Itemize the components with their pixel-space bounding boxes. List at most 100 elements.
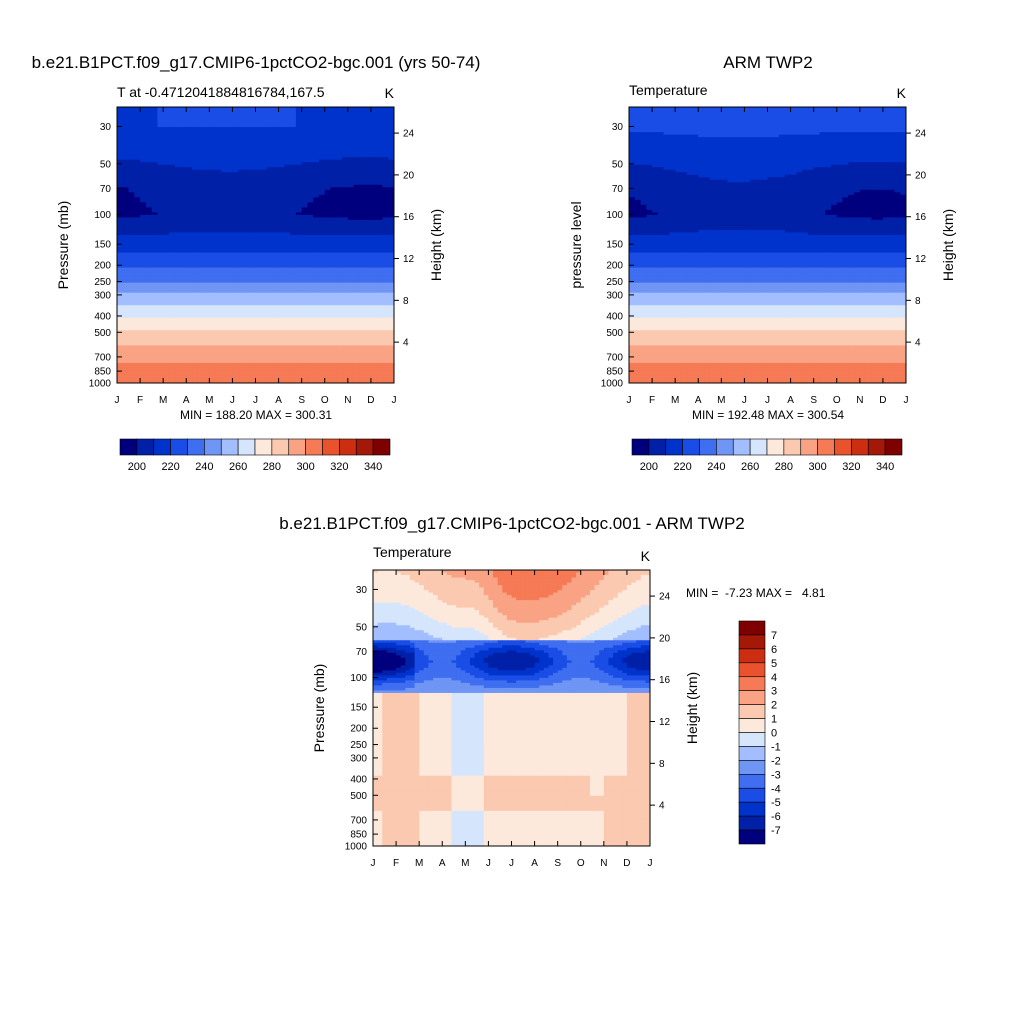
contour-cell: [209, 124, 216, 128]
contour-cell: [215, 300, 222, 304]
contour-cell: [243, 124, 251, 128]
contour-cell: [376, 317, 384, 321]
contour-cell: [238, 282, 245, 286]
contour-cell: [342, 320, 349, 324]
contour-cell: [313, 265, 320, 269]
contour-cell: [122, 362, 130, 367]
contour-cell: [284, 347, 291, 351]
contour-cell: [359, 320, 366, 324]
contour-cell: [186, 312, 193, 316]
contour-cell: [318, 129, 326, 133]
contour-cell: [186, 320, 193, 324]
contour-cell: [117, 194, 124, 198]
contour-cell: [180, 169, 187, 173]
contour-cell: [151, 227, 158, 231]
contour-cell: [249, 119, 257, 123]
contour-cell: [255, 152, 262, 156]
contour-cell: [284, 174, 291, 178]
contour-cell: [284, 285, 291, 289]
contour-cell: [359, 177, 366, 181]
contour-cell: [301, 144, 309, 148]
contour-cell: [186, 355, 193, 359]
contour-cell: [117, 129, 124, 133]
contour-cell: [307, 209, 314, 213]
contour-cell: [192, 217, 199, 221]
contour-cell: [215, 207, 222, 211]
contour-cell: [301, 325, 309, 329]
contour-cell: [226, 347, 234, 351]
contour-cell: [324, 109, 332, 113]
contour-cell: [342, 114, 349, 118]
contour-cell: [318, 179, 326, 183]
contour-cell: [318, 255, 326, 259]
contour-cell: [163, 242, 170, 246]
contour-cell: [140, 340, 147, 344]
contour-cell: [174, 357, 182, 362]
contour-cell: [186, 219, 193, 224]
contour-cell: [278, 204, 285, 208]
contour-cell: [359, 164, 366, 168]
contour-cell: [278, 332, 285, 336]
contour-cell: [261, 112, 268, 116]
contour-cell: [249, 182, 257, 186]
contour-cell: [388, 340, 394, 344]
contour-cell: [215, 147, 222, 151]
contour-cell: [128, 117, 135, 121]
contour-cell: [243, 332, 251, 336]
contour-cell: [324, 187, 332, 191]
contour-cell: [186, 129, 193, 133]
contour-cell: [168, 222, 176, 226]
contour-cell: [365, 282, 372, 286]
contour-cell: [359, 282, 366, 286]
contour-cell: [295, 255, 303, 259]
contour-cell: [215, 342, 222, 346]
contour-cell: [261, 197, 268, 201]
contour-cell: [151, 159, 158, 163]
contour-cell: [382, 292, 389, 296]
contour-cell: [122, 197, 130, 201]
contour-cell: [180, 139, 187, 143]
contour-cell: [376, 107, 384, 111]
contour-cell: [382, 312, 389, 316]
contour-cell: [220, 305, 228, 309]
contour-cell: [255, 239, 262, 244]
contour-cell: [145, 342, 153, 346]
contour-cell: [353, 154, 360, 158]
contour-cell: [157, 117, 164, 121]
contour-cell: [209, 280, 216, 284]
contour-cell: [347, 360, 355, 364]
contour-cell: [226, 152, 234, 156]
contour-cell: [295, 327, 303, 331]
contour-cell: [157, 114, 164, 118]
contour-cell: [180, 305, 187, 309]
contour-cell: [226, 315, 234, 319]
contour-cell: [353, 250, 360, 254]
contour-cell: [255, 332, 262, 336]
contour-cell: [232, 325, 239, 329]
contour-cell: [342, 322, 349, 326]
contour-cell: [318, 247, 326, 251]
contour-cell: [388, 209, 394, 213]
contour-cell: [370, 184, 378, 188]
contour-cell: [272, 194, 280, 198]
contour-cell: [134, 360, 141, 364]
contour-cell: [238, 355, 245, 359]
contour-cell: [307, 132, 314, 136]
contour-cell: [313, 320, 320, 324]
contour-cell: [197, 317, 205, 321]
contour-cell: [209, 317, 216, 321]
contour-cell: [359, 317, 366, 321]
contour-cell: [151, 342, 158, 346]
contour-cell: [376, 109, 384, 113]
contour-cell: [163, 260, 170, 264]
contour-cell: [388, 202, 394, 206]
contour-cell: [134, 162, 141, 166]
contour-cell: [376, 204, 384, 208]
contour-cell: [151, 134, 158, 138]
contour-cell: [220, 212, 228, 216]
contour-cell: [267, 177, 274, 181]
contour-cell: [192, 139, 199, 143]
contour-cell: [174, 129, 182, 133]
contour-cell: [272, 234, 280, 239]
contour-cell: [376, 179, 384, 183]
